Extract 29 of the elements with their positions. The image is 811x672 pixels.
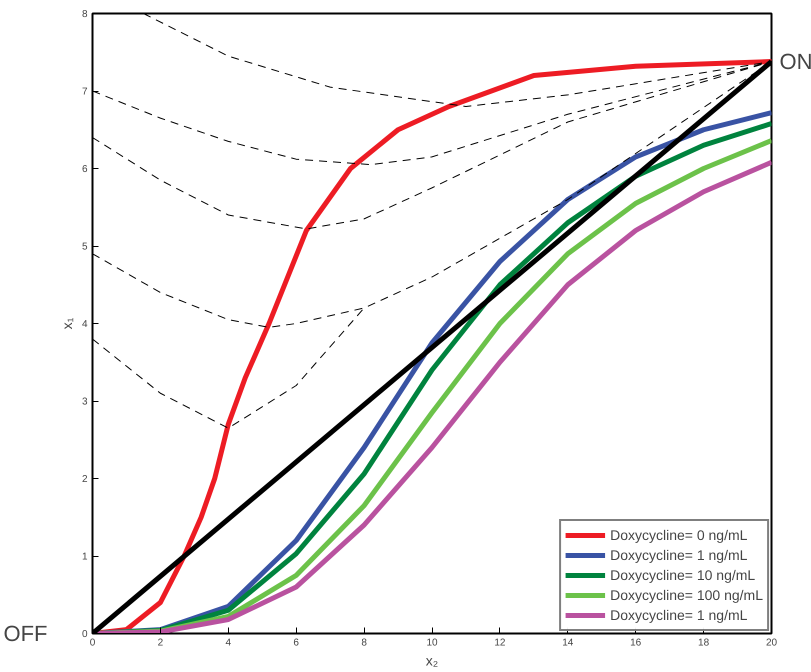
x-axis-title: x₂ bbox=[426, 652, 438, 668]
annotation: OFF bbox=[4, 621, 48, 646]
y-tick-label: 0 bbox=[82, 629, 88, 640]
y-tick-label: 6 bbox=[82, 164, 88, 175]
x-tick-label: 2 bbox=[158, 638, 164, 648]
x-tick-label: 10 bbox=[426, 638, 438, 648]
legend-label: Doxycycline= 1 ng/mL bbox=[610, 606, 748, 624]
legend-label: Doxycycline= 10 ng/mL bbox=[610, 566, 756, 584]
x-tick-label: 8 bbox=[361, 638, 368, 648]
x-tick-label: 12 bbox=[494, 638, 506, 648]
x-tick-label: 14 bbox=[562, 638, 574, 648]
y-axis-title: x₁ bbox=[58, 317, 75, 330]
y-tick-label: 7 bbox=[82, 86, 88, 98]
y-tick-label: 4 bbox=[82, 319, 88, 330]
x-tick-label: 4 bbox=[226, 638, 232, 648]
x-tick-label: 6 bbox=[293, 638, 300, 648]
y-tick-label: 8 bbox=[82, 9, 88, 20]
x-tick-label: 16 bbox=[630, 638, 642, 648]
y-tick-label: 1 bbox=[82, 552, 88, 562]
y-tick-label: 2 bbox=[82, 474, 88, 485]
y-tick-label: 5 bbox=[82, 242, 88, 252]
x-tick-label: 18 bbox=[698, 638, 710, 648]
x-tick-label: 0 bbox=[90, 638, 96, 648]
annotation: ON bbox=[780, 49, 811, 74]
x-tick-label: 20 bbox=[766, 638, 778, 648]
legend-label: Doxycycline= 0 ng/mL bbox=[610, 526, 748, 544]
legend-label: Doxycycline= 100 ng/mL bbox=[610, 586, 763, 604]
legend-label: Doxycycline= 1 ng/mL bbox=[610, 546, 748, 564]
y-tick-label: 3 bbox=[82, 396, 88, 408]
